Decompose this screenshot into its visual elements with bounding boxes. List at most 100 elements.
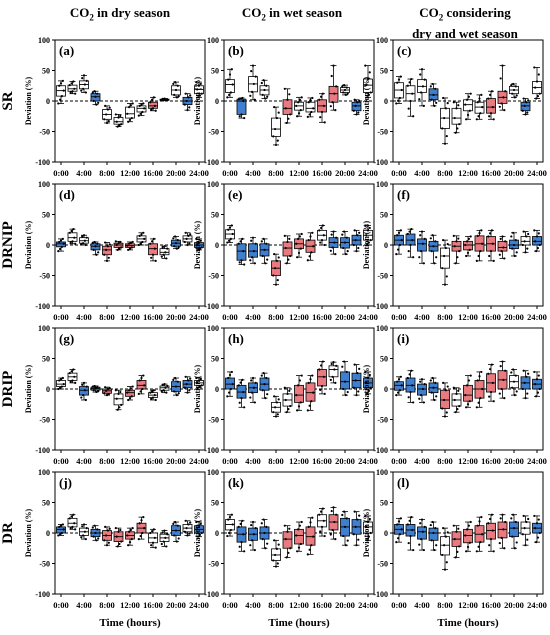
panel-g-sample-point [187, 379, 190, 382]
panel-a-sample-point [131, 102, 134, 105]
panel-e-sample-point [260, 240, 263, 243]
panel-c-sample-point [430, 98, 433, 101]
panel-g-sample-point [154, 398, 157, 402]
panel-g-sample-point [161, 383, 164, 387]
panel-j-sample-point [119, 528, 122, 532]
panel-c-sample-point [400, 88, 403, 92]
panel-c-sample-point [398, 96, 401, 100]
panel-f-sample-point [480, 229, 483, 232]
panel-l-sample-point [501, 513, 504, 516]
panel-j-sample-point [85, 527, 88, 530]
panel-j-sample-point [115, 535, 118, 538]
panel-d-xtick-label: 16:00 [143, 312, 163, 322]
panel-e-sample-point [309, 235, 312, 238]
panel-d-sample-point [57, 250, 60, 253]
panel-b-sample-point [296, 115, 299, 118]
panel-k-sample-point [228, 516, 232, 519]
panel-f-sample-point [525, 235, 528, 238]
panel-h-sample-point [277, 398, 280, 401]
panel-d-sample-point [140, 233, 143, 236]
panel-c-xtick-label: 24:00 [527, 168, 547, 178]
panel-h-sample-point [241, 378, 244, 381]
panel-f-sample-point [467, 237, 470, 240]
panel-h-sample-point [264, 397, 267, 400]
panel-a-ytick-label: -50 [39, 128, 50, 137]
panel-f-sample-point [453, 245, 456, 248]
panel-h-sample-point [252, 386, 255, 389]
panel-l-sample-point [442, 527, 445, 530]
panel-b-sample-point [357, 111, 360, 114]
panel-d-sample-point [164, 251, 167, 254]
panel-a-ytick-label: 0 [46, 97, 50, 106]
panel-l-sample-point [411, 528, 414, 532]
panel-b-sample-point [228, 73, 232, 76]
panel-c-xtick-label: 16:00 [481, 168, 501, 178]
panel-c-sample-point [498, 105, 501, 108]
panel-c-sample-point [500, 102, 503, 105]
panel-b-sample-point [274, 127, 277, 131]
panel-j-sample-point [69, 527, 72, 530]
panel-g-sample-point [104, 386, 107, 389]
panel-j-sample-point [197, 535, 200, 538]
panel-j-sample-point [165, 545, 168, 548]
panel-i-xtick-label: 4:00 [414, 456, 430, 466]
panel-j-sample-point [130, 538, 133, 541]
panel-g-sample-point [106, 387, 109, 391]
panel-e-sample-point [265, 242, 268, 245]
panel-j-sample-point [140, 519, 143, 522]
panel-f-sample-point [492, 259, 495, 262]
panel-i-ytick-label: 50 [380, 355, 388, 364]
panel-a-ylabel: Deviation (%) [24, 77, 33, 126]
panel-j-xlabel: Time (hours) [99, 617, 161, 629]
panel-l-sample-point [431, 520, 434, 524]
panel-c-sample-point [452, 101, 455, 104]
panel-j-sample-point [151, 541, 155, 544]
panel-h-sample-point [300, 374, 303, 377]
panel-b-sample-point [330, 74, 333, 78]
panel-f-sample-point [406, 232, 409, 236]
panel-k-sample-point [342, 534, 345, 538]
panel-a-sample-point [68, 84, 71, 87]
panel-c-sample-point [442, 96, 445, 100]
panel-j-sample-point [114, 527, 117, 530]
panel-b-sample-point [366, 77, 370, 81]
panel-h-sample-point [312, 391, 315, 394]
panel-f-sample-point [527, 232, 530, 236]
panel-d-sample-point [130, 246, 133, 249]
panel-c-sample-point [538, 92, 541, 95]
panel-a-sample-point [161, 97, 164, 100]
panel-c-xtick-label: 0:00 [391, 168, 407, 178]
panel-a-xtick-label: 0:00 [53, 168, 69, 178]
panel-f-sample-point [522, 230, 525, 233]
panel-j-xtick-label: 0:00 [53, 600, 69, 610]
panel-c-sample-point [467, 95, 470, 98]
panel-h-ytick-label: -50 [208, 416, 219, 425]
panel-a-sample-point [166, 98, 169, 101]
panel-j-sample-point [196, 528, 199, 531]
panel-f-sample-point [475, 259, 478, 262]
panel-i-sample-point [510, 371, 513, 374]
panel-c-ytick-label: -50 [377, 128, 388, 137]
panel-g-sample-point [117, 392, 120, 395]
panel-k-sample-point [251, 520, 255, 524]
panel-h-sample-point [331, 375, 334, 378]
panel-j-sample-point [150, 544, 153, 547]
panel-i-sample-point [431, 376, 434, 380]
panel-l-sample-point [491, 529, 494, 532]
panel-k-sample-point [274, 553, 277, 557]
panel-k-sample-point [329, 533, 332, 536]
panel-a-sample-point [69, 91, 72, 94]
panel-h-sample-point [297, 405, 301, 408]
panel-e-ytick-label: 100 [207, 180, 219, 189]
panel-a-sample-point [103, 118, 106, 121]
panel-d-sample-point [142, 231, 145, 234]
panel-a-sample-point [198, 94, 201, 97]
panel-e-sample-point [318, 229, 321, 232]
panel-j-sample-point [58, 525, 61, 529]
panel-h-sample-point [231, 383, 234, 386]
panel-b-ytick-label: 50 [211, 67, 219, 76]
panel-i-sample-point [418, 397, 421, 400]
panel-a-xtick-label: 16:00 [143, 168, 163, 178]
panel-d-sample-point [138, 234, 141, 237]
panel-f-sample-point [504, 240, 507, 243]
